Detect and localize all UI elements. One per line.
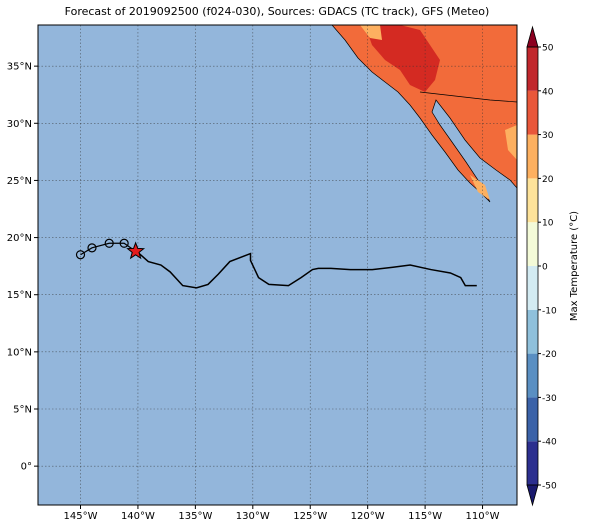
- colorbar-extend-under: [526, 484, 539, 507]
- colorbar-tick-label: 40: [542, 87, 554, 97]
- x-tick-label: 130°W: [236, 511, 270, 522]
- x-tick-label: 115°W: [408, 511, 442, 522]
- colorbar-band: [527, 441, 538, 485]
- chart-title: Forecast of 2019092500 (f024-030), Sourc…: [65, 5, 490, 18]
- colorbar-tick-label: 0: [542, 263, 548, 273]
- colorbar-band: [527, 309, 538, 354]
- colorbar-extend-over: [526, 25, 539, 48]
- colorbar-band: [527, 266, 538, 310]
- x-tick-label: 120°W: [351, 511, 385, 522]
- colorbar-tick-label: -50: [542, 482, 557, 492]
- colorbar-band: [527, 47, 538, 91]
- colorbar-tick-label: 30: [542, 131, 554, 141]
- past-position: [104, 238, 114, 248]
- colorbar-band: [527, 222, 538, 266]
- colorbar-band: [527, 353, 538, 398]
- forecast-track: [137, 251, 477, 289]
- past-position: [119, 238, 129, 248]
- colorbar-band: [527, 397, 538, 442]
- y-tick-label: 0°: [21, 462, 32, 473]
- y-tick-label: 35°N: [7, 62, 32, 73]
- past-position: [75, 250, 86, 260]
- x-tick-label: 110°W: [466, 511, 500, 522]
- colorbar-tick-label: -30: [542, 394, 557, 404]
- y-tick-label: 30°N: [7, 119, 32, 130]
- colorbar-label: Max Temperature (°C): [569, 211, 580, 321]
- colorbar-tick-label: -20: [542, 350, 557, 360]
- current-position: [126, 241, 146, 260]
- x-tick-label: 140°W: [121, 511, 155, 522]
- colorbar-tick-label: -10: [542, 306, 557, 316]
- colorbar-tick-label: 50: [542, 44, 554, 54]
- colorbar-tick-label: 10: [542, 219, 554, 229]
- past-position: [87, 243, 97, 253]
- y-tick-label: 15°N: [7, 290, 32, 301]
- x-tick-label: 145°W: [64, 511, 98, 522]
- y-tick-label: 5°N: [13, 405, 32, 416]
- colorbar-band: [527, 178, 538, 223]
- colorbar-band: [527, 134, 538, 179]
- x-tick-label: 135°W: [178, 511, 212, 522]
- x-tick-label: 125°W: [293, 511, 327, 522]
- colorbar-band: [527, 90, 538, 135]
- land: [331, 25, 517, 203]
- colorbar-tick-label: -40: [542, 438, 557, 448]
- y-tick-label: 10°N: [7, 347, 32, 358]
- map-frame: [37, 24, 518, 506]
- y-tick-label: 25°N: [7, 176, 32, 187]
- ocean: [38, 25, 517, 505]
- colorbar-tick-label: 20: [542, 175, 554, 185]
- y-tick-label: 20°N: [7, 233, 32, 244]
